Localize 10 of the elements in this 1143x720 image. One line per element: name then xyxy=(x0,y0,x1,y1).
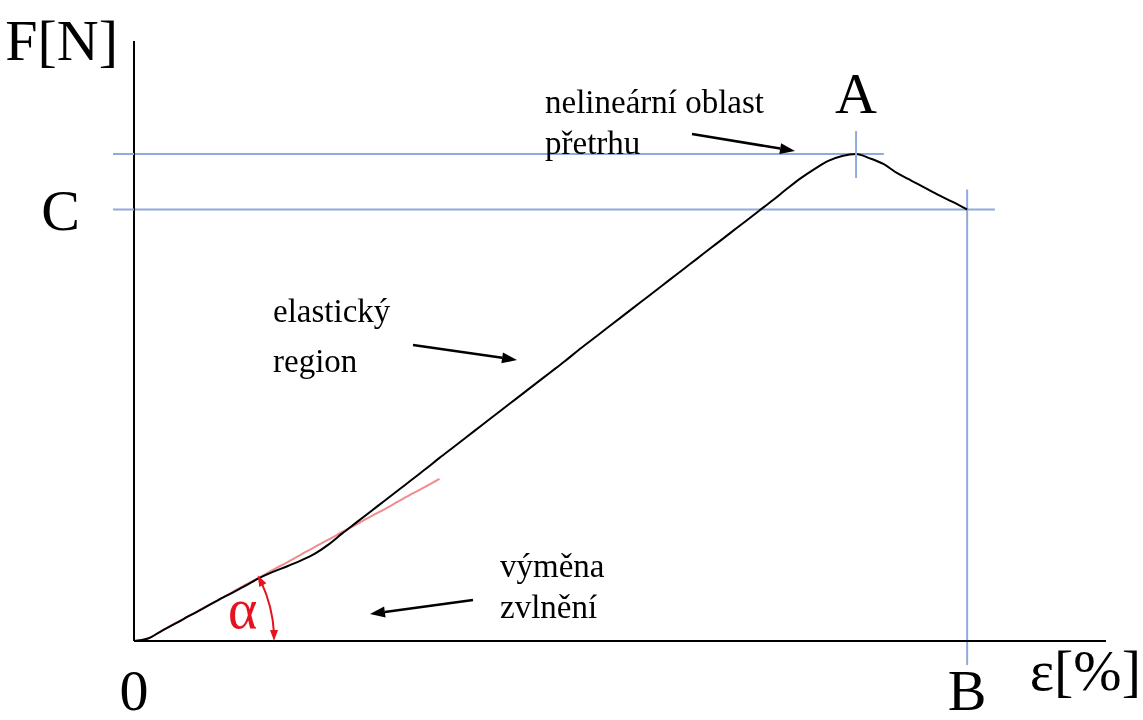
annotation: elastický region xyxy=(273,293,391,379)
x-tick-label: 0 xyxy=(119,658,149,720)
annotation: výměna zvlnění xyxy=(500,548,605,625)
x-axis-title: ε[%] xyxy=(1029,638,1141,703)
annotation: α xyxy=(228,577,258,640)
text: A xyxy=(835,60,878,126)
y-axis-title: F[N] xyxy=(5,8,118,73)
x-tick-label: B xyxy=(947,658,987,720)
legend-label: C xyxy=(41,177,80,243)
annotation: nelineární oblast přetrhu xyxy=(545,84,765,161)
